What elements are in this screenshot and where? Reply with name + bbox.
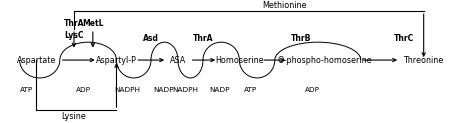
- Text: ASA: ASA: [170, 56, 186, 65]
- Text: ATP: ATP: [20, 87, 33, 93]
- Text: ThrC: ThrC: [394, 34, 414, 43]
- Text: Lysine: Lysine: [62, 112, 86, 121]
- Text: ThrB: ThrB: [291, 34, 311, 43]
- Text: Aspartate: Aspartate: [17, 56, 56, 65]
- Text: ADP: ADP: [305, 87, 320, 93]
- Text: Threonine: Threonine: [403, 56, 444, 65]
- Text: NADPH: NADPH: [114, 87, 140, 93]
- Text: Methionine: Methionine: [262, 1, 307, 10]
- Text: NADPH: NADPH: [172, 87, 198, 93]
- Text: O-phospho-homoserine: O-phospho-homoserine: [277, 56, 372, 65]
- Text: ThrA: ThrA: [193, 34, 213, 43]
- Text: ATP: ATP: [244, 87, 257, 93]
- Text: NADP: NADP: [209, 87, 229, 93]
- Text: Asd: Asd: [143, 34, 159, 43]
- Text: Aspartyl-P: Aspartyl-P: [96, 56, 137, 65]
- Text: Homoserine: Homoserine: [215, 56, 264, 65]
- Text: LysC: LysC: [64, 31, 84, 39]
- Text: ThrA: ThrA: [64, 19, 84, 28]
- Text: ADP: ADP: [76, 87, 91, 93]
- Text: NADP: NADP: [154, 87, 174, 93]
- Text: MetL: MetL: [82, 19, 104, 28]
